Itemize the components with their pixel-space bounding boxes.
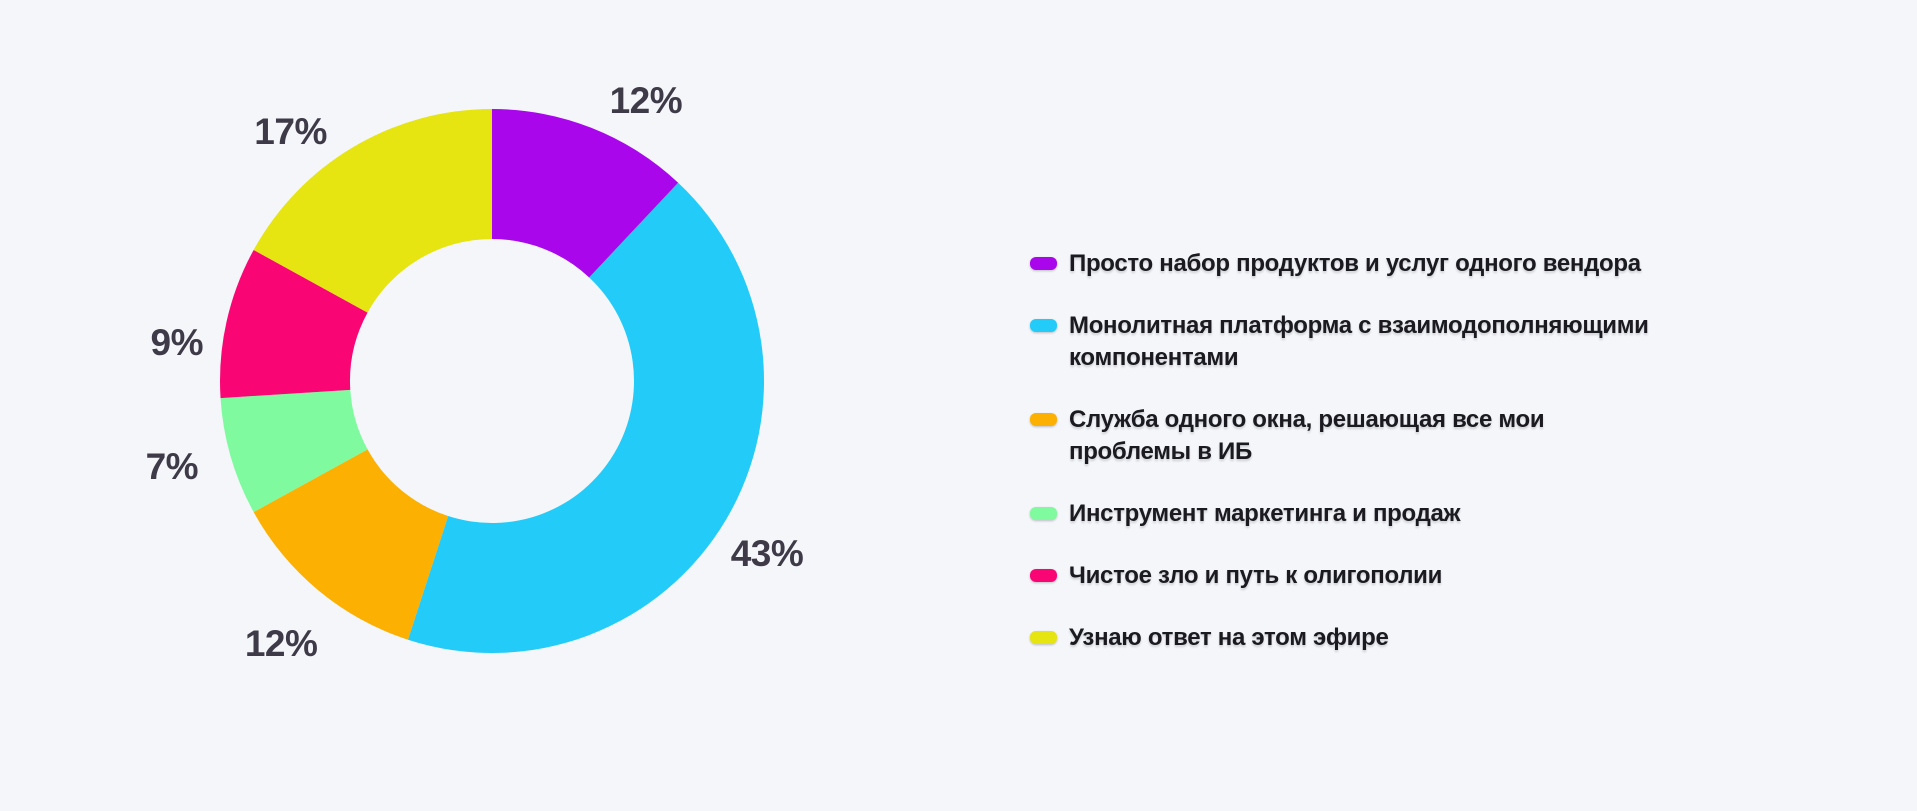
donut-slice-2 bbox=[407, 182, 765, 654]
legend-color-swatch bbox=[1030, 257, 1057, 270]
legend-color-swatch bbox=[1030, 413, 1057, 426]
legend-color-swatch bbox=[1030, 569, 1057, 582]
legend-label: Чистое зло и путь к олигополии bbox=[1069, 560, 1442, 592]
legend-item-4: Инструмент маркетинга и продаж bbox=[1030, 498, 1649, 530]
legend-label: Инструмент маркетинга и продаж bbox=[1069, 498, 1461, 530]
legend-label: Монолитная платформа с взаимодополняющим… bbox=[1069, 310, 1649, 374]
legend-label: Просто набор продуктов и услуг одного ве… bbox=[1069, 248, 1641, 280]
donut-slice-3 bbox=[253, 449, 449, 640]
legend-color-swatch bbox=[1030, 507, 1057, 520]
legend-color-swatch bbox=[1030, 631, 1057, 644]
legend-label-line: Просто набор продуктов и услуг одного ве… bbox=[1069, 250, 1641, 277]
slice-value-label-2: 43% bbox=[730, 533, 804, 575]
legend: Просто набор продуктов и услуг одного ве… bbox=[1030, 248, 1649, 654]
legend-color-swatch bbox=[1030, 319, 1057, 332]
legend-label-line: Инструмент маркетинга и продаж bbox=[1069, 500, 1461, 527]
slice-value-label-1: 12% bbox=[609, 79, 683, 121]
slice-value-label-5: 9% bbox=[150, 321, 204, 363]
legend-label: Служба одного окна, решающая все мои проб… bbox=[1069, 404, 1545, 468]
donut-slice-4 bbox=[220, 389, 368, 513]
donut-slice-1 bbox=[492, 109, 679, 278]
legend-label-line: Служба одного окна, решающая все мои bbox=[1069, 406, 1545, 433]
slice-value-label-3: 12% bbox=[244, 622, 318, 664]
legend-item-6: Узнаю ответ на этом эфире bbox=[1030, 622, 1649, 654]
legend-label-line: Монолитная платформа с взаимодополняющим… bbox=[1069, 312, 1649, 339]
legend-item-5: Чистое зло и путь к олигополии bbox=[1030, 560, 1649, 592]
slice-value-label-4: 7% bbox=[145, 446, 199, 488]
slice-value-label-6: 17% bbox=[254, 110, 327, 152]
legend-item-1: Просто набор продуктов и услуг одного ве… bbox=[1030, 248, 1649, 280]
legend-label: Узнаю ответ на этом эфире bbox=[1069, 622, 1389, 654]
donut-slice-5 bbox=[220, 249, 368, 399]
donut-slice-6 bbox=[253, 108, 492, 313]
legend-label-line: проблемы в ИБ bbox=[1069, 438, 1252, 465]
legend-label-line: Чистое зло и путь к олигополии bbox=[1069, 562, 1443, 589]
legend-label-line: компонентами bbox=[1069, 344, 1239, 371]
legend-item-3: Служба одного окна, решающая все мои проб… bbox=[1030, 404, 1649, 468]
legend-label-line: Узнаю ответ на этом эфире bbox=[1069, 624, 1389, 651]
legend-item-2: Монолитная платформа с взаимодополняющим… bbox=[1030, 310, 1649, 374]
